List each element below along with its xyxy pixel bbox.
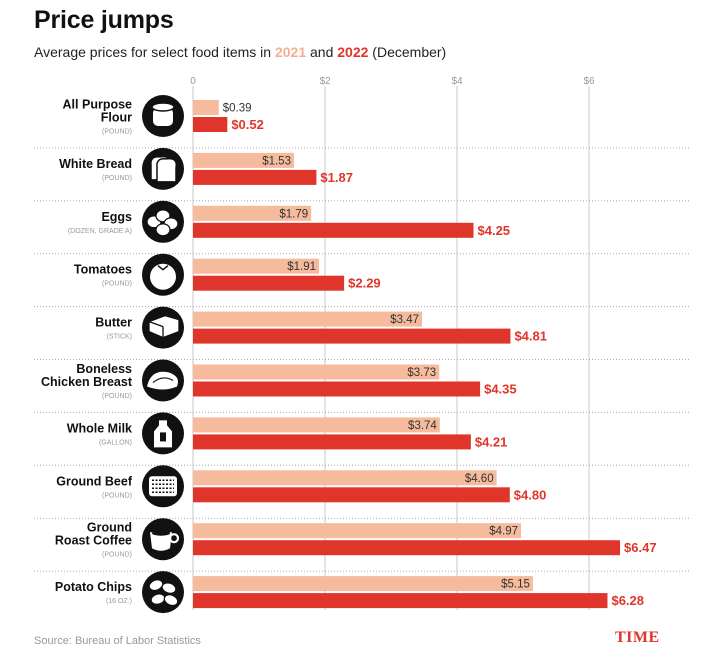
subtitle-year-2022: 2022: [337, 44, 369, 60]
brand-logo: TIME: [615, 629, 660, 646]
chart-title: Price jumps: [34, 6, 174, 34]
potato-chips-icon: [142, 571, 184, 614]
value-label-2022: $6.28: [611, 593, 644, 608]
category-label: Whole Milk: [67, 421, 132, 435]
value-label-2021: $0.39: [223, 103, 252, 115]
bar-2022: [193, 593, 608, 609]
subtitle-suffix: (December): [368, 44, 447, 60]
tomato-icon: [142, 253, 184, 296]
value-label-2021: $4.97: [489, 526, 518, 538]
bar-2021: [193, 311, 423, 327]
category-row: All Purpose Flour (POUND) $0.39 $0.52: [34, 95, 690, 149]
value-label-2022: $4.80: [514, 487, 547, 502]
value-label-2021: $3.74: [408, 420, 437, 432]
potato-chips-icon-bg: [142, 571, 184, 614]
value-label-2022: $4.81: [514, 329, 547, 344]
category-label: Tomatoes: [74, 263, 132, 277]
bar-2021: [193, 100, 219, 115]
value-label-2022: $2.29: [348, 276, 381, 291]
value-label-2021: $1.79: [279, 208, 308, 220]
bar-2022: [193, 381, 481, 397]
value-label-2021: $1.53: [262, 155, 291, 167]
category-row: White Bread (POUND) $1.53 $1.87: [34, 147, 690, 202]
category-unit: (POUND): [102, 175, 132, 182]
category-unit: (DOZEN, GRADE A): [68, 228, 132, 235]
value-label-2022: $1.87: [320, 170, 353, 185]
bar-2021: [193, 258, 320, 274]
category-row: Potato Chips (16 OZ.) $5.15 $6.28: [55, 571, 644, 614]
category-unit: (POUND): [102, 492, 132, 499]
bread-icon: [142, 147, 184, 190]
bar-2022: [193, 222, 474, 238]
bar-2022: [193, 487, 510, 503]
flour-sack-icon: [142, 95, 184, 137]
category-unit: (POUND): [102, 552, 132, 559]
bar-2021: [193, 364, 440, 380]
category-unit: (POUND): [102, 129, 132, 136]
bar-2022: [193, 328, 511, 344]
category-label: Ground Roast Coffee: [55, 521, 132, 548]
category-label: Potato Chips: [55, 580, 132, 594]
category-row: Eggs (DOZEN, GRADE A) $1.79 $4.25: [34, 200, 690, 255]
bar-2021: [193, 470, 497, 486]
source-note: Source: Bureau of Labor Statistics: [34, 635, 201, 647]
coffee-cup-icon: [142, 518, 184, 561]
category-row: Boneless Chicken Breast (POUND) $3.73 $4.35: [34, 359, 690, 413]
category-row: Tomatoes (POUND) $1.91 $2.29: [34, 253, 690, 308]
value-label-2021: $3.47: [390, 314, 419, 326]
subtitle-year-2021: 2021: [274, 44, 307, 60]
category-unit: (POUND): [102, 393, 132, 400]
bar-2022: [193, 434, 471, 450]
value-label-2022: $4.35: [484, 382, 517, 397]
chicken-breast-icon: [142, 359, 184, 402]
value-label-2022: $4.25: [478, 223, 511, 238]
x-tick-label: $6: [583, 76, 595, 87]
bar-2022: [193, 540, 621, 556]
category-row: Ground Roast Coffee (POUND) $4.97 $6.47: [34, 518, 690, 572]
category-unit: (POUND): [102, 281, 132, 288]
butter-icon: [142, 306, 184, 349]
category-label: All Purpose Flour: [63, 98, 133, 125]
milk-jug-icon: [142, 412, 184, 455]
category-row: Whole Milk (GALLON) $3.74 $4.21: [34, 412, 690, 466]
value-label-2022: $4.21: [475, 434, 508, 449]
bar-chart: 0 $2 $4 $6 All Purpose Flour (POUND) $0.39 $0.52…: [34, 76, 690, 614]
eggs-icon: [142, 200, 184, 243]
category-label: Ground Beef: [56, 474, 133, 488]
bar-2021: [193, 523, 522, 539]
chart-subtitle: Average prices for select food items in …: [34, 44, 446, 60]
value-label-2021: $5.15: [501, 579, 530, 591]
bar-2021: [193, 205, 312, 221]
bar-2021: [193, 152, 294, 168]
bar-2021: [193, 417, 440, 433]
category-unit: (STICK): [107, 334, 132, 341]
x-tick-label: $4: [451, 76, 463, 87]
x-tick-label: 0: [190, 76, 196, 87]
value-label-2022: $0.52: [231, 117, 264, 132]
value-label-2021: $1.91: [287, 261, 316, 273]
category-unit: (16 OZ.): [106, 598, 132, 605]
bar-2022: [193, 117, 228, 132]
category-label: Boneless Chicken Breast: [41, 362, 133, 389]
bar-2021: [193, 576, 533, 592]
category-row: Ground Beef (POUND) $4.60 $4.80: [34, 465, 690, 519]
x-tick-label: $2: [319, 76, 331, 87]
category-label: White Bread: [59, 157, 132, 171]
bar-2022: [193, 275, 345, 291]
value-label-2021: $3.73: [407, 367, 436, 379]
category-label: Butter: [95, 316, 132, 330]
ground-beef-icon: [142, 465, 184, 508]
value-label-2021: $4.60: [465, 473, 494, 485]
bar-2022: [193, 169, 317, 185]
category-label: Eggs: [101, 210, 132, 224]
subtitle-and: and: [306, 44, 338, 60]
category-unit: (GALLON): [99, 439, 132, 446]
category-row: Butter (STICK) $3.47 $4.81: [34, 306, 690, 360]
subtitle-prefix: Average prices for select food items in: [34, 44, 275, 60]
value-label-2022: $6.47: [624, 540, 657, 555]
